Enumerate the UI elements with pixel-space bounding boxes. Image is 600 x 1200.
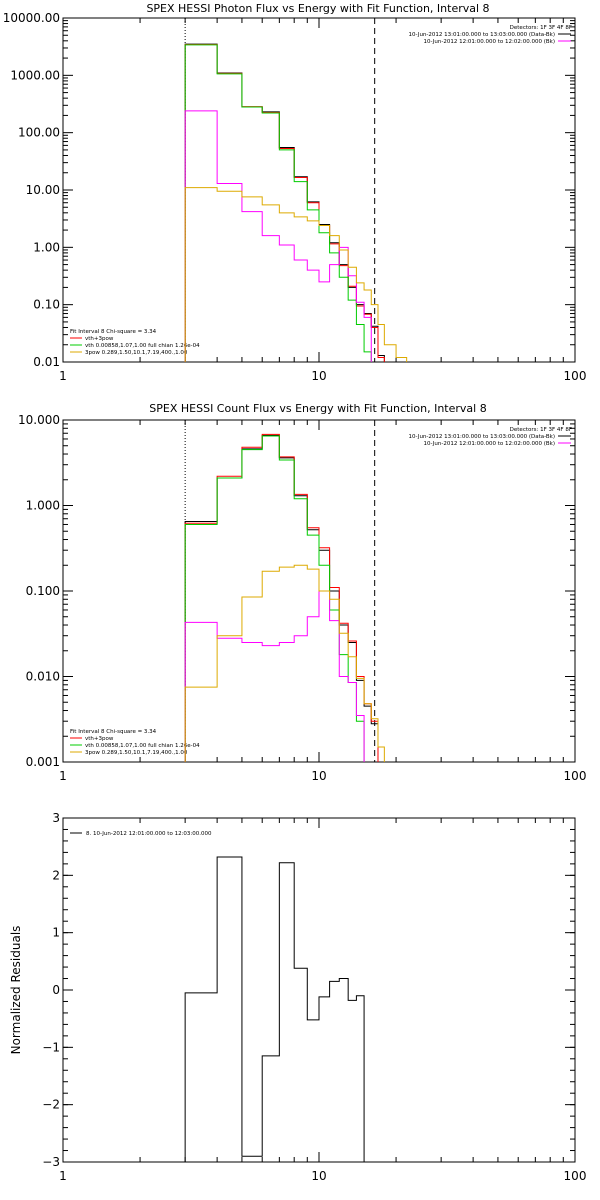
photon-flux-plot-frame bbox=[62, 17, 576, 363]
residuals-y-tick: −3 bbox=[42, 1155, 60, 1169]
count-flux-legend-top: Detectors: 1F 3F 4F 8F 10-Jun-2012 13:01… bbox=[409, 427, 572, 447]
residuals-x-tick: 1 bbox=[59, 1169, 67, 1183]
photon-flux-legend-total: vth+3pow bbox=[85, 336, 114, 342]
photon-flux-legend-fit: Fit Interval 8 Chi-square = 3.34 bbox=[70, 329, 157, 335]
residuals-y-tick: 1 bbox=[52, 926, 60, 940]
residuals-y-axis-label: Normalized Residuals bbox=[9, 926, 23, 1055]
photon-flux-x-ticks: 1 10 100 bbox=[59, 369, 586, 383]
photon-flux-y-tick: 1.00 bbox=[33, 240, 60, 254]
residuals-series-0 bbox=[184, 856, 365, 1162]
count-flux-series-1 bbox=[184, 433, 379, 762]
photon-flux-legend-bottom: Fit Interval 8 Chi-square = 3.34 vth+3po… bbox=[70, 329, 200, 356]
count-flux-legend-bk-interval: 10-Jun-2012 12:01:00.000 to 12:02:00.000… bbox=[423, 441, 555, 447]
photon-flux-legend-vth: vth 0.00858,1.07,1.00 full chian 1.26e-0… bbox=[85, 343, 200, 349]
photon-flux-y-tick: 100.00 bbox=[18, 126, 60, 140]
photon-flux-series-0 bbox=[184, 43, 385, 362]
count-flux-y-tick: 0.100 bbox=[26, 584, 60, 598]
count-flux-y-tick: 0.001 bbox=[26, 755, 60, 769]
photon-flux-title: SPEX HESSI Photon Flux vs Energy with Fi… bbox=[146, 2, 489, 15]
photon-flux-x-tick: 100 bbox=[564, 369, 587, 383]
photon-flux-y-ticks: 0.01 0.10 1.00 10.00 100.00 1000.00 1000… bbox=[3, 11, 60, 369]
count-flux-x-tick: 1 bbox=[59, 769, 67, 783]
count-flux-y-tick: 1.000 bbox=[26, 499, 60, 513]
count-flux-legend-bottom: Fit Interval 8 Chi-square = 3.34 vth+3po… bbox=[70, 729, 200, 756]
photon-flux-y-tick: 0.10 bbox=[33, 298, 60, 312]
residuals-y-tick: 3 bbox=[52, 811, 60, 825]
residuals-legend: 8. 10-Jun-2012 12:01:00.000 to 12:03:00.… bbox=[86, 831, 212, 837]
residuals-y-tick: 0 bbox=[52, 983, 60, 997]
photon-flux-legend-bk-interval: 10-Jun-2012 12:01:00.000 to 12:02:00.000… bbox=[423, 39, 555, 45]
photon-flux-series-3 bbox=[184, 110, 372, 362]
residuals-y-tick: −1 bbox=[42, 1040, 60, 1054]
count-flux-x-tick: 10 bbox=[311, 769, 326, 783]
count-flux-x-tick: 100 bbox=[564, 769, 587, 783]
count-flux-legend-vth: vth 0.00858,1.07,1.00 full chian 1.26e-0… bbox=[85, 743, 200, 749]
count-flux-x-ticks: 1 10 100 bbox=[59, 769, 586, 783]
count-flux-y-tick: 10.000 bbox=[18, 413, 60, 427]
count-flux-title: SPEX HESSI Count Flux vs Energy with Fit… bbox=[149, 402, 486, 415]
photon-flux-legend-top: Detectors: 1F 3F 4F 8F 10-Jun-2012 13:01… bbox=[409, 25, 572, 45]
photon-flux-panel: SPEX HESSI Photon Flux vs Energy with Fi… bbox=[3, 2, 587, 383]
count-flux-series-0 bbox=[184, 434, 379, 762]
photon-flux-legend-3pow: 3pow 0.289,1.50,10.1,7.19,400.,1.00 bbox=[85, 350, 188, 356]
residuals-plot-frame bbox=[62, 817, 576, 1163]
photon-flux-series-1 bbox=[184, 43, 385, 362]
photon-flux-legend-data-interval: 10-Jun-2012 13:01:00.000 to 13:03:00.000… bbox=[409, 32, 555, 38]
residuals-x-ticks: 1 10 100 bbox=[59, 1169, 586, 1183]
residuals-y-tick: −2 bbox=[42, 1098, 60, 1112]
count-flux-legend-3pow: 3pow 0.289,1.50,10.1,7.19,400.,1.00 bbox=[85, 750, 188, 756]
count-flux-legend-data-interval: 10-Jun-2012 13:01:00.000 to 13:03:00.000… bbox=[409, 434, 555, 440]
photon-flux-y-tick: 1000.00 bbox=[10, 68, 60, 82]
photon-flux-series-2 bbox=[184, 44, 372, 362]
photon-flux-legend-detectors: Detectors: 1F 3F 4F 8F bbox=[510, 25, 572, 31]
residuals-legend-label: 8. 10-Jun-2012 12:01:00.000 to 12:03:00.… bbox=[86, 831, 212, 837]
count-flux-legend-total: vth+3pow bbox=[85, 736, 114, 742]
residuals-x-tick: 10 bbox=[311, 1169, 326, 1183]
count-flux-legend-fit: Fit Interval 8 Chi-square = 3.34 bbox=[70, 729, 157, 735]
photon-flux-x-tick: 10 bbox=[311, 369, 326, 383]
count-flux-legend-detectors: Detectors: 1F 3F 4F 8F bbox=[510, 427, 572, 433]
residuals-x-tick: 100 bbox=[564, 1169, 587, 1183]
count-flux-series-4 bbox=[184, 564, 385, 762]
residuals-y-ticks: −3 −2 −1 0 1 2 3 bbox=[42, 811, 60, 1169]
residuals-panel: Normalized Residuals −3 −2 −1 0 1 2 3 1 … bbox=[9, 811, 586, 1183]
count-flux-series-2 bbox=[184, 435, 365, 762]
count-flux-y-ticks: 0.001 0.010 0.100 1.000 10.000 bbox=[18, 413, 60, 769]
photon-flux-y-tick: 10000.00 bbox=[3, 11, 60, 25]
photon-flux-y-tick: 10.00 bbox=[26, 183, 60, 197]
residuals-y-tick: 2 bbox=[52, 868, 60, 882]
count-flux-series-3 bbox=[184, 590, 365, 762]
count-flux-y-tick: 0.010 bbox=[26, 670, 60, 684]
count-flux-panel: SPEX HESSI Count Flux vs Energy with Fit… bbox=[18, 402, 586, 783]
photon-flux-x-tick: 1 bbox=[59, 369, 67, 383]
photon-flux-y-tick: 0.01 bbox=[33, 355, 60, 369]
photon-flux-series-4 bbox=[184, 187, 408, 362]
